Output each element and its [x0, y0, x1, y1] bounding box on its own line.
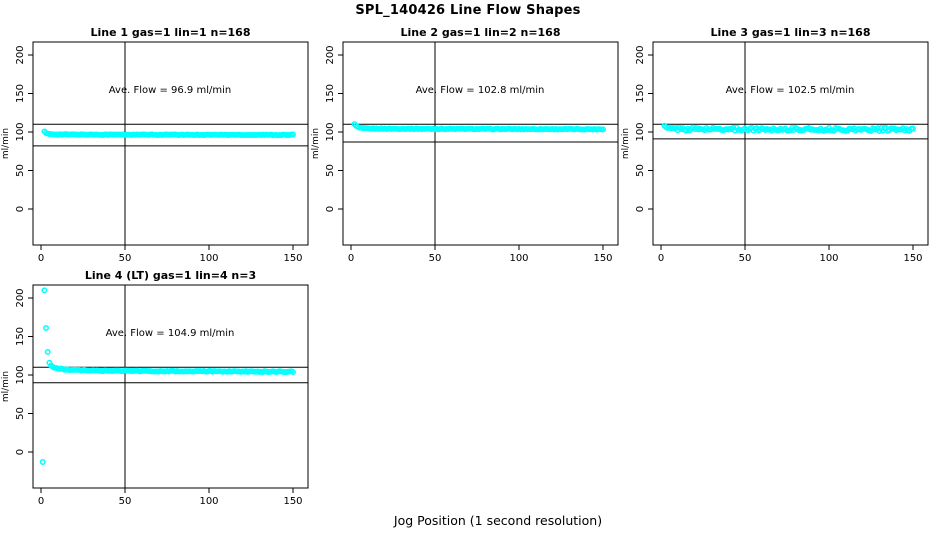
panel-line-2: Line 2 gas=1 lin=2 n=168 0 50 100 150 200 0 50…	[310, 25, 620, 268]
panel-3-title: Line 3 gas=1 lin=3 n=168	[710, 26, 871, 39]
panel-1-title: Line 1 gas=1 lin=1 n=168	[90, 26, 251, 39]
y-tick-label: 100	[325, 122, 336, 141]
x-tick-label: 100	[509, 253, 528, 264]
x-tick-label: 150	[283, 496, 302, 507]
y-tick-label: 50	[325, 164, 336, 177]
x-tick-label: 0	[38, 496, 44, 507]
y-axis-label: ml/min	[1, 371, 11, 402]
figure-title: SPL_140426 Line Flow Shapes	[355, 3, 581, 18]
y-tick-label: 150	[15, 327, 26, 346]
y-tick-label: 200	[15, 45, 26, 64]
y-tick-label: 100	[635, 122, 646, 141]
data-points	[41, 128, 296, 139]
x-tick-label: 150	[903, 253, 922, 264]
y-tick-label: 200	[635, 45, 646, 64]
y-tick-label: 50	[15, 407, 26, 420]
x-tick-label: 150	[283, 253, 302, 264]
panel-3-plot: 0 50 100 150 200 0 50 100 150 ml/min Ave. Flow = 1…	[621, 41, 929, 264]
data-points	[351, 121, 606, 133]
y-tick-label: 100	[15, 365, 26, 384]
x-tick-label: 150	[593, 253, 612, 264]
x-axis-label: Jog Position (1 second resolution)	[393, 513, 603, 528]
y-tick-label: 0	[325, 206, 336, 212]
y-tick-label: 50	[15, 164, 26, 177]
y-axis-label: ml/min	[311, 128, 321, 159]
x-tick-label: 100	[199, 496, 218, 507]
panel-line-4: Line 4 (LT) gas=1 lin=4 n=3 0 50 100 150 200…	[0, 268, 310, 511]
x-tick-label: 50	[119, 253, 132, 264]
panel-1-plot: 0 50 100 150 200 0 50 100 150 ml/min Ave. Flow = 9…	[1, 41, 309, 264]
ave-flow-label: Ave. Flow = 102.8 ml/min	[416, 85, 545, 96]
plot-box	[32, 284, 309, 489]
x-tick-label: 0	[38, 253, 44, 264]
y-tick-label: 150	[15, 84, 26, 103]
ave-flow-label: Ave. Flow = 96.9 ml/min	[109, 85, 231, 96]
y-tick-label: 100	[15, 122, 26, 141]
y-axis-label: ml/min	[621, 128, 631, 159]
y-tick-label: 150	[635, 84, 646, 103]
panel-4-title: Line 4 (LT) gas=1 lin=4 n=3	[84, 269, 257, 282]
panel-line-3: Line 3 gas=1 lin=3 n=168 0 50 100 150 200 0 50…	[620, 25, 930, 268]
data-points	[39, 287, 296, 465]
y-tick-label: 200	[15, 288, 26, 307]
ave-flow-label: Ave. Flow = 102.5 ml/min	[726, 85, 855, 96]
y-tick-label: 50	[635, 164, 646, 177]
panel-2-plot: 0 50 100 150 200 0 50 100 150 ml/min Ave. Flow = 1…	[311, 41, 619, 264]
y-tick-label: 150	[325, 84, 336, 103]
ave-flow-label: Ave. Flow = 104.9 ml/min	[106, 328, 235, 339]
data-points	[661, 122, 916, 134]
y-axis-label: ml/min	[1, 128, 11, 159]
x-tick-label: 100	[199, 253, 218, 264]
x-tick-label: 50	[429, 253, 442, 264]
panel-line-1: Line 1 gas=1 lin=1 n=168 0 50 100 150 200 0 50…	[0, 25, 310, 268]
x-tick-label: 100	[819, 253, 838, 264]
plot-box	[342, 41, 619, 246]
x-tick-label: 50	[739, 253, 752, 264]
plot-box	[32, 41, 309, 246]
x-tick-label: 0	[348, 253, 354, 264]
x-tick-label: 0	[658, 253, 664, 264]
y-tick-label: 0	[635, 206, 646, 212]
plot-box	[652, 41, 929, 246]
x-tick-label: 50	[119, 496, 132, 507]
y-tick-label: 0	[15, 206, 26, 212]
y-tick-label: 0	[15, 449, 26, 455]
y-tick-label: 200	[325, 45, 336, 64]
panel-2-title: Line 2 gas=1 lin=2 n=168	[400, 26, 561, 39]
panel-4-plot: 0 50 100 150 200 0 50 100 150 ml/min Ave. Flow = 1…	[1, 284, 309, 507]
